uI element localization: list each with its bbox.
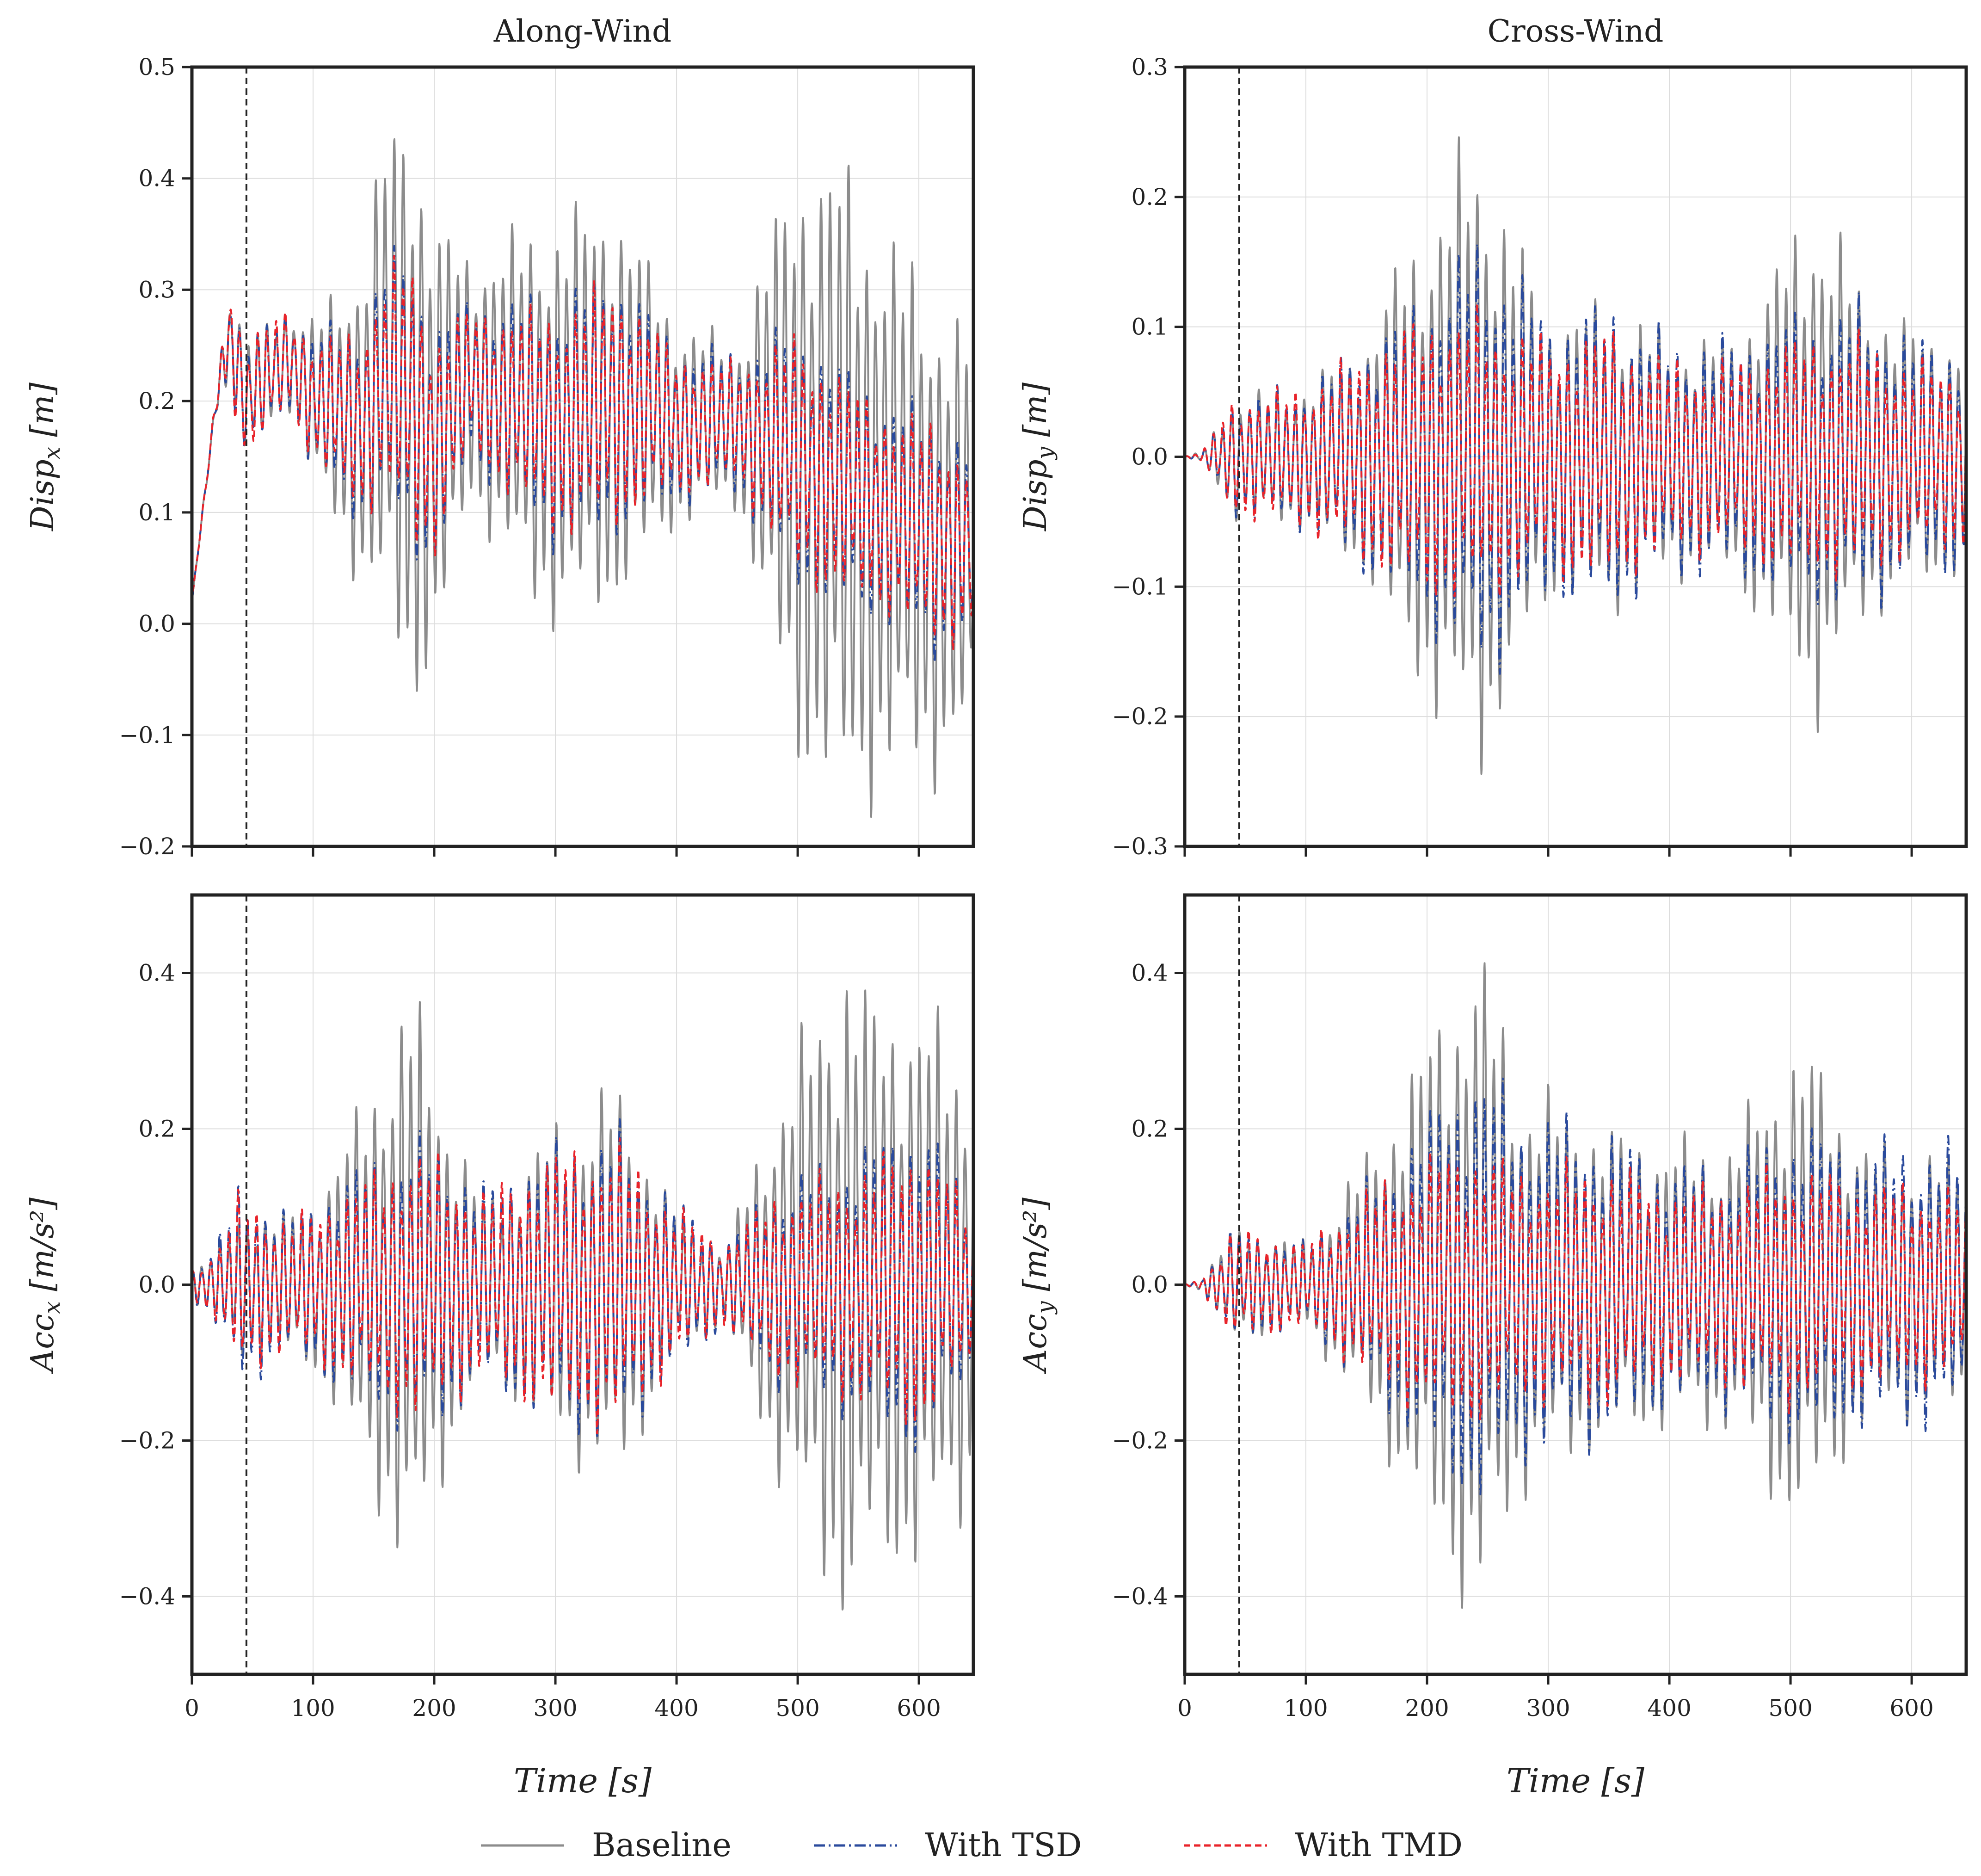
y-tick-label: −0.2 <box>1112 1427 1168 1454</box>
x-axis-label: Time [s]Time [s] <box>1507 1761 1645 1800</box>
plot-area <box>192 138 973 818</box>
panel-title: Cross-Wind <box>1488 13 1664 49</box>
series-line-with-tsd <box>192 1118 973 1453</box>
x-tick-label: 400 <box>1647 1695 1691 1722</box>
y-tick-label: 0.3 <box>138 276 175 303</box>
x-tick-label: 400 <box>654 1695 698 1722</box>
y-label-main: Disp <box>25 459 61 532</box>
y-tick-label: 0.0 <box>1131 444 1168 470</box>
panels: −0.2 −0.1 0.0 0.1 0.2 0.3 0.4 0.5 Along-Wind Disp… <box>25 13 1968 1800</box>
y-label-subscript: x <box>39 447 65 459</box>
x-tick-label: 500 <box>775 1695 819 1722</box>
y-tick-label: −0.1 <box>119 722 175 748</box>
series-line-with-tmd <box>192 1137 973 1434</box>
axes-frame <box>190 65 975 848</box>
y-tick-label: −0.1 <box>1112 573 1168 600</box>
series-line-baseline <box>192 989 973 1611</box>
y-label-main: Disp <box>1017 459 1054 532</box>
y-tick-label: −0.3 <box>1112 833 1168 860</box>
series-line-with-tmd <box>1185 302 1966 598</box>
legend-label-tmd: With TMD <box>1295 1826 1463 1864</box>
plot-area <box>1185 136 1966 775</box>
y-label-subscript: y <box>1032 446 1058 460</box>
y-tick-label: 0.0 <box>138 1271 175 1298</box>
x-tick-label: 600 <box>897 1695 941 1722</box>
x-tick-label: 100 <box>1284 1695 1328 1722</box>
y-tick-label: 0.2 <box>138 1116 175 1142</box>
panel-acc-y: −0.4 −0.2 0.0 0.2 0.4 0 100 200 300 400 500 600 Accy… <box>1017 893 1968 1800</box>
y-tick-label: 0.4 <box>138 165 175 192</box>
y-axis-label: Dispy [m]Disp_y [m] <box>1017 383 1058 532</box>
legend-label-tsd: With TSD <box>925 1826 1082 1864</box>
x-axis-label: Time [s]Time [s] <box>514 1761 652 1800</box>
x-label-main: Time <box>514 1761 598 1800</box>
panel-acc-x: −0.4 −0.2 0.0 0.2 0.4 0 100 200 300 400 500 600 Accx… <box>25 893 975 1800</box>
legend: Baseline With TSD With TMD <box>481 1826 1463 1864</box>
x-tick-label: 100 <box>291 1695 335 1722</box>
y-tick-label: 0.0 <box>138 611 175 637</box>
y-axis-label: Dispx [m]Disp_x [m] <box>25 383 65 532</box>
y-axis-label: Accy [m/s²]Acc_y [m/s^2] <box>1017 1197 1058 1375</box>
x-tick-label: 200 <box>412 1695 456 1722</box>
x-tick-label: 300 <box>1526 1695 1570 1722</box>
y-tick-label: 0.0 <box>1131 1271 1168 1298</box>
x-tick-label: 300 <box>533 1695 577 1722</box>
x-tick-label: 500 <box>1768 1695 1812 1722</box>
series-line-with-tsd <box>192 245 973 663</box>
x-tick-label: 0 <box>185 1695 199 1722</box>
y-label-unit: [m] <box>1017 383 1054 447</box>
series-line-with-tsd <box>1185 1077 1966 1495</box>
y-tick-label: −0.2 <box>119 1427 175 1454</box>
y-tick-label: 0.3 <box>1131 54 1168 80</box>
y-tick-label: 0.4 <box>1131 960 1168 987</box>
y-tick-label: −0.2 <box>119 833 175 860</box>
y-label-main: Acc <box>25 1314 61 1375</box>
y-label-main: Acc <box>1017 1314 1054 1375</box>
series-line-with-tmd <box>1185 1152 1966 1420</box>
y-tick-label: 0.4 <box>138 960 175 987</box>
y-tick-label: 0.1 <box>138 499 175 526</box>
y-label-unit: [m/s²] <box>1017 1197 1054 1302</box>
y-tick-label: 0.1 <box>1131 314 1168 340</box>
y-label-subscript: x <box>39 1301 65 1314</box>
x-tick-label: 600 <box>1889 1695 1933 1722</box>
panel-title: Along-Wind <box>493 13 672 49</box>
y-axis-label: Accx [m/s²]Acc_x [m/s^2] <box>25 1197 65 1375</box>
y-label-subscript: y <box>1032 1301 1058 1315</box>
series-line-with-tsd <box>1185 243 1966 675</box>
legend-label-baseline: Baseline <box>592 1826 732 1864</box>
y-tick-label: 0.2 <box>138 388 175 414</box>
y-tick-label: 0.2 <box>1131 184 1168 210</box>
y-tick-label: −0.4 <box>119 1583 175 1610</box>
y-label-unit: [m/s²] <box>25 1197 61 1302</box>
y-tick-label: −0.2 <box>1112 703 1168 730</box>
y-tick-label: −0.4 <box>1112 1583 1168 1610</box>
x-tick-label: 0 <box>1177 1695 1192 1722</box>
panel-disp-x: −0.2 −0.1 0.0 0.1 0.2 0.3 0.4 0.5 Along-Wind Disp… <box>25 13 975 860</box>
y-tick-label: 0.2 <box>1131 1116 1168 1142</box>
panel-disp-y: −0.3−0.2−0.10.00.10.20.3Cross-WindDispy … <box>1017 13 1968 860</box>
y-label-unit: [m] <box>25 383 61 447</box>
series-line-baseline <box>1185 962 1966 1609</box>
x-label-unit: [s] <box>1591 1761 1645 1800</box>
plot-area <box>192 989 973 1611</box>
x-tick-label: 200 <box>1405 1695 1449 1722</box>
plot-area <box>1185 962 1966 1609</box>
x-label-main: Time <box>1507 1761 1591 1800</box>
x-label-unit: [s] <box>598 1761 652 1800</box>
y-tick-label: 0.5 <box>138 54 175 80</box>
